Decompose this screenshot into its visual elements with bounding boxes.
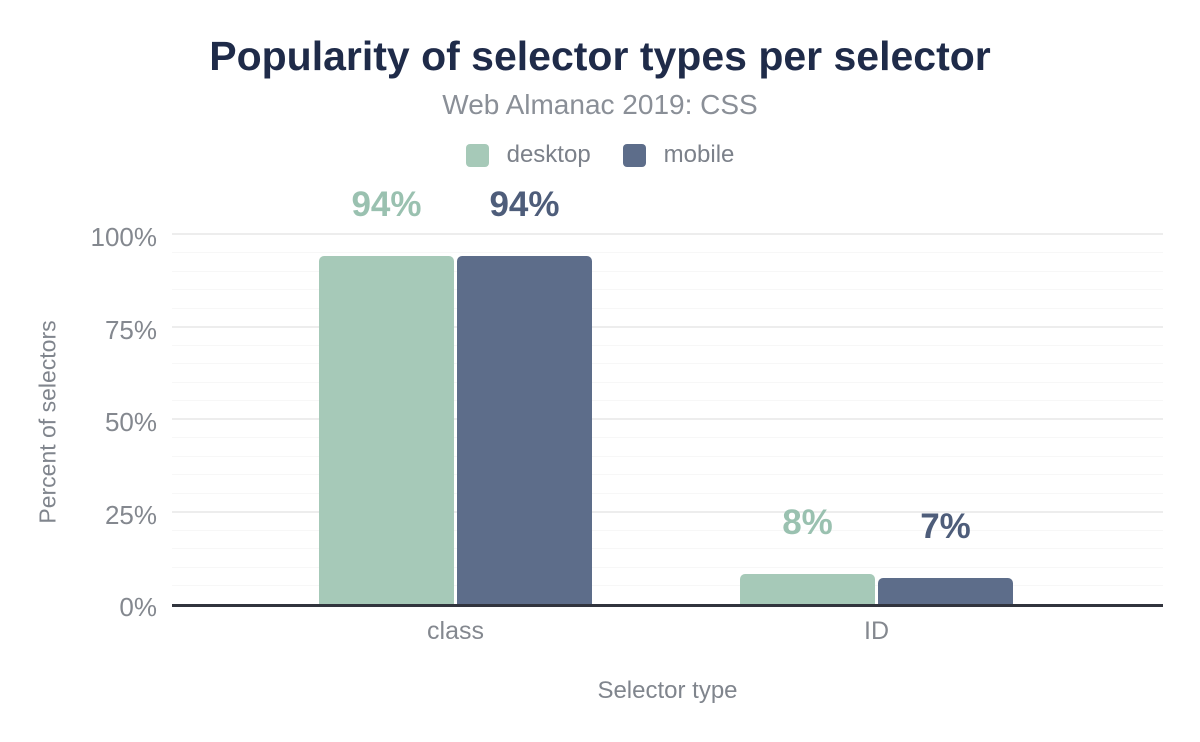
x-axis-title: Selector type (597, 677, 738, 704)
gridline (172, 437, 1163, 438)
legend-item-mobile: mobile (622, 141, 735, 169)
legend-item-desktop: desktop (465, 141, 591, 169)
bar-class-desktop[interactable] (319, 256, 454, 604)
gridline (172, 474, 1163, 475)
desktop-swatch-icon (465, 143, 489, 167)
gridline (172, 270, 1163, 272)
mobile-swatch-icon (622, 143, 646, 167)
chart-subtitle: Web Almanac 2019: CSS (442, 89, 758, 120)
gridline (172, 363, 1163, 364)
gridline (172, 307, 1163, 309)
bar-class-mobile[interactable] (457, 256, 592, 604)
gridline (172, 529, 1163, 531)
legend-label-desktop: desktop (506, 141, 591, 168)
chart-title: Popularity of selector types per selecto… (209, 33, 991, 79)
x-tick-label-class: class (427, 617, 484, 645)
gridline (172, 455, 1163, 457)
value-label-ID-desktop: 8% (782, 503, 833, 543)
gridline (172, 381, 1163, 383)
y-tick-label-100: 100% (90, 222, 158, 252)
gridline (172, 510, 1163, 513)
y-tick-label-25: 25% (104, 499, 157, 530)
y-tick-label-75: 75% (104, 314, 157, 345)
gridline (172, 418, 1163, 420)
gridline (172, 344, 1163, 346)
legend: desktop mobile (0, 141, 1200, 169)
y-tick-label-0: 0% (119, 592, 157, 622)
gridline (172, 289, 1163, 290)
gridline (172, 400, 1163, 401)
bar-ID-desktop[interactable] (740, 574, 875, 604)
y-tick-label-50: 50% (104, 407, 157, 437)
gridline (172, 325, 1163, 328)
x-tick-label-ID: ID (864, 617, 889, 645)
gridline (172, 566, 1163, 568)
gridline (172, 492, 1163, 494)
value-label-class-mobile: 94% (489, 185, 560, 225)
value-label-class-desktop: 94% (351, 185, 422, 225)
gridline (172, 233, 1163, 235)
bar-ID-mobile[interactable] (878, 578, 1013, 604)
value-label-ID-mobile: 7% (920, 507, 971, 547)
plot-area: 94% 94% 8% 7% (172, 187, 1163, 607)
gridline (172, 548, 1163, 549)
gridline (172, 252, 1163, 253)
gridline (172, 585, 1163, 586)
legend-label-mobile: mobile (663, 141, 735, 168)
